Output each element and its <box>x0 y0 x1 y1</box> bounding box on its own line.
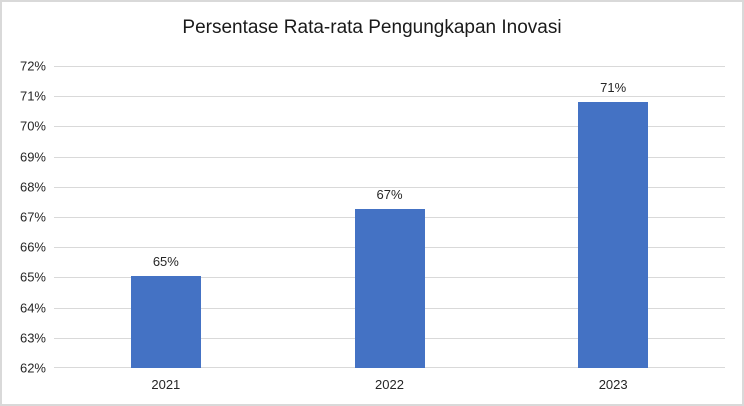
chart-title: Persentase Rata-rata Pengungkapan Inovas… <box>182 17 562 38</box>
bar-value-label: 71% <box>600 80 627 96</box>
gridline <box>54 156 725 158</box>
y-tick-label: 63% <box>19 330 46 346</box>
gridline <box>54 186 725 188</box>
bar-value-label: 65% <box>152 253 179 269</box>
y-tick-label: 71% <box>19 88 46 104</box>
x-category-label: 2023 <box>598 377 628 392</box>
y-tick-label: 66% <box>19 239 46 255</box>
gridline <box>54 126 725 128</box>
y-tick-label: 69% <box>19 149 46 165</box>
y-axis: 72% 71% 70% 69% 68% 67% 66% 65% 64% 63% 62% <box>2 2 46 404</box>
y-tick-label: 62% <box>19 360 46 376</box>
y-tick-label: 67% <box>19 209 46 225</box>
bar-value-label: 67% <box>376 187 403 203</box>
bar <box>354 209 425 368</box>
x-category-label: 2021 <box>151 377 181 392</box>
bar <box>130 275 201 368</box>
y-tick-label: 72% <box>19 58 46 74</box>
y-tick-label: 68% <box>19 179 46 195</box>
plot-area: 65% 67% 71% <box>54 66 725 368</box>
gridline <box>54 66 725 67</box>
y-tick-label: 65% <box>19 269 46 285</box>
y-tick-label: 64% <box>19 300 46 316</box>
x-axis: 2021 2022 2023 <box>54 377 725 397</box>
y-tick-label: 70% <box>19 118 46 134</box>
x-category-label: 2022 <box>375 377 404 392</box>
gridline <box>54 96 725 98</box>
bar <box>578 102 649 368</box>
